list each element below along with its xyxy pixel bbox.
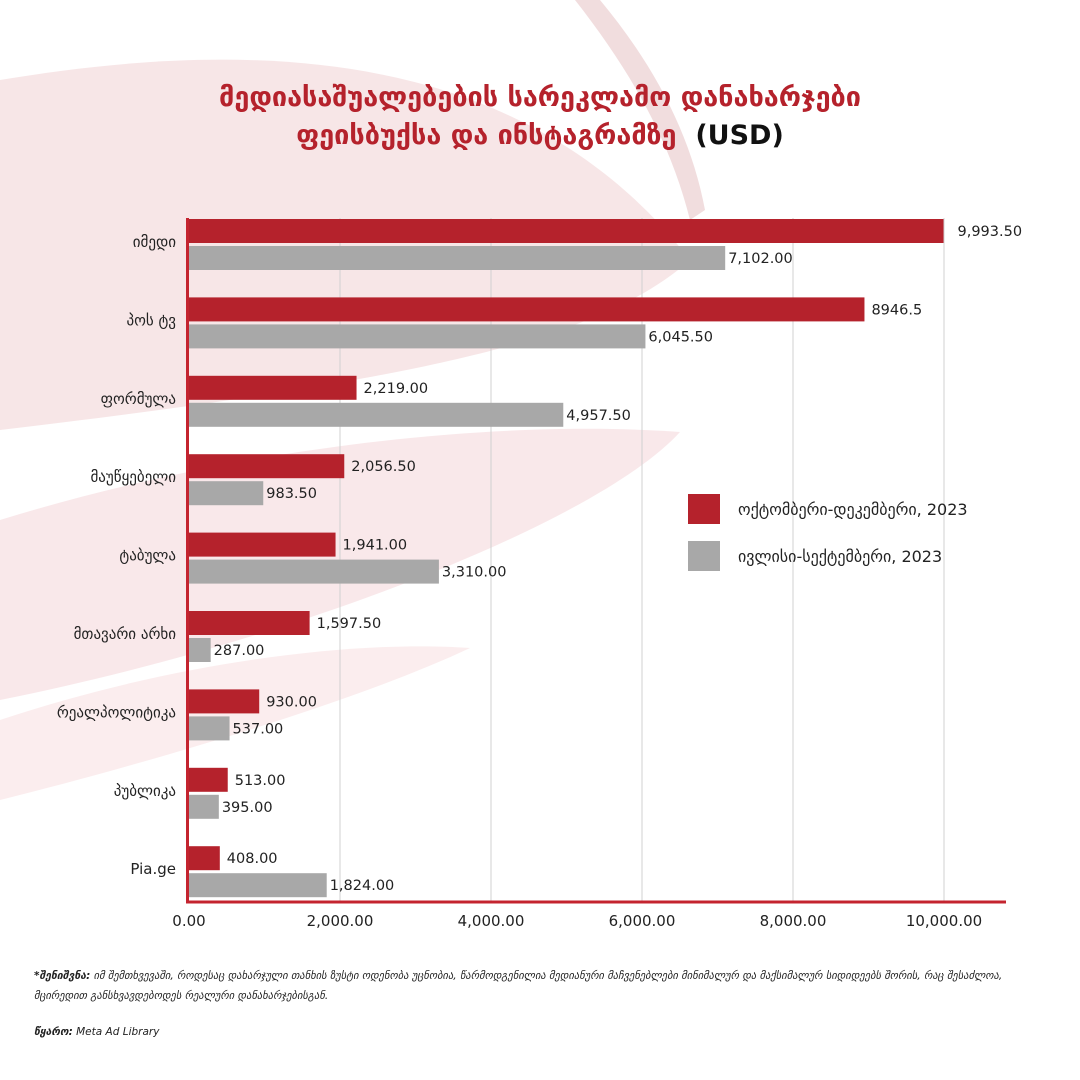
y-category-label: პოს ტვ <box>126 311 176 329</box>
bar-jul-sep <box>189 481 264 506</box>
legend-item-series-1: ოქტომბერი-დეკემბერი, 2023 <box>688 494 968 524</box>
data-label-jul-sep: 7,102.00 <box>728 251 793 267</box>
data-label-jul-sep: 983.50 <box>266 486 317 502</box>
bar-oct-dec <box>189 219 944 243</box>
legend-swatch-series-1 <box>688 494 720 524</box>
bar-oct-dec <box>189 454 345 479</box>
bar-jul-sep <box>189 638 211 662</box>
data-label-oct-dec: 2,219.00 <box>364 381 429 397</box>
legend-label-series-1: ოქტომბერი-დეკემბერი, 2023 <box>738 499 968 519</box>
bar-jul-sep <box>189 873 327 898</box>
legend-label-series-2: ივლისი-სექტემბერი, 2023 <box>738 546 943 566</box>
x-tick-label: 6,000.00 <box>609 912 676 930</box>
footnote-label: *შენიშვნა: <box>34 970 91 982</box>
x-tick-label: 8,000.00 <box>760 912 827 930</box>
footnote: *შენიშვნა: იმ შემთხვევაში, როდესაც დახარ… <box>34 966 1050 1006</box>
data-label-oct-dec: 8946.5 <box>871 302 922 318</box>
bar-jul-sep <box>189 324 646 349</box>
data-label-oct-dec: 513.00 <box>235 773 286 789</box>
x-tick-label: 10,000.00 <box>906 912 982 930</box>
axes: 0.00 2,000.00 4,000.00 6,000.00 8,000.00 10,0… <box>57 218 1006 930</box>
data-label-jul-sep: 395.00 <box>222 800 273 816</box>
footnote-text: იმ შემთხვევაში, როდესაც დახარჯული თანხის… <box>34 970 1003 1002</box>
bar-oct-dec <box>189 532 336 557</box>
bar-oct-dec <box>189 767 228 792</box>
legend-swatch-series-2 <box>688 541 720 571</box>
bar-jul-sep <box>189 559 439 584</box>
data-label-oct-dec: 2,056.50 <box>351 459 416 475</box>
data-label-oct-dec: 408.00 <box>227 851 278 867</box>
bar-jul-sep <box>189 716 230 741</box>
source-label: წყარო: <box>34 1026 73 1038</box>
data-label-oct-dec: 9,993.50 <box>958 224 1023 240</box>
data-label-jul-sep: 6,045.50 <box>648 329 713 345</box>
bar-jul-sep <box>189 246 726 270</box>
legend-item-series-2: ივლისი-სექტემბერი, 2023 <box>688 541 942 571</box>
bar-oct-dec <box>189 375 357 400</box>
y-category-label: მთავარი არხი <box>74 625 177 643</box>
bar-oct-dec <box>189 611 310 635</box>
bar-jul-sep <box>189 794 219 819</box>
data-label-oct-dec: 1,597.50 <box>317 616 382 632</box>
x-tick-label: 2,000.00 <box>307 912 374 930</box>
x-tick-label: 4,000.00 <box>458 912 525 930</box>
y-category-label: ფორმულა <box>101 390 176 408</box>
decor-arc-top <box>575 0 705 220</box>
source-text: Meta Ad Library <box>76 1026 160 1038</box>
data-label-jul-sep: 3,310.00 <box>442 565 507 581</box>
y-category-label: Pia.ge <box>130 860 176 878</box>
source-note: წყარო: Meta Ad Library <box>34 1022 1050 1042</box>
chart-title-line-1: მედიასაშუალებების სარეკლამო დანახარჯები <box>219 82 861 113</box>
bars <box>189 219 944 898</box>
bar-oct-dec <box>189 846 220 871</box>
bar-oct-dec <box>189 297 865 322</box>
bar-oct-dec <box>189 689 260 714</box>
x-tick-label: 0.00 <box>172 912 205 930</box>
y-category-label: ტაბულა <box>119 547 176 565</box>
y-category-label: პუბლიკა <box>114 782 176 800</box>
y-category-label: რეალპოლიტიკა <box>57 703 176 721</box>
chart-title-line-2: ფეისბუქსა და ინსტაგრამზე (USD) <box>0 120 1080 151</box>
data-label-jul-sep: 1,824.00 <box>330 878 395 894</box>
data-label-jul-sep: 4,957.50 <box>566 408 631 424</box>
data-label-oct-dec: 930.00 <box>266 694 317 710</box>
decor-swoosh-low <box>0 646 470 800</box>
y-category-label: იმედი <box>133 233 176 251</box>
data-label-jul-sep: 287.00 <box>214 643 265 659</box>
chart-title-platforms: ფეისბუქსა და ინსტაგრამზე <box>296 120 677 151</box>
chart-title-unit: (USD) <box>695 120 784 151</box>
bar-jul-sep <box>189 402 564 427</box>
data-label-jul-sep: 537.00 <box>233 721 284 737</box>
data-label-oct-dec: 1,941.00 <box>343 538 408 554</box>
y-category-label: მაუწყებელი <box>90 468 176 486</box>
data-labels: 9,993.50 7,102.00 8946.5 6,045.50 2,219.00 4,… <box>214 224 1022 894</box>
